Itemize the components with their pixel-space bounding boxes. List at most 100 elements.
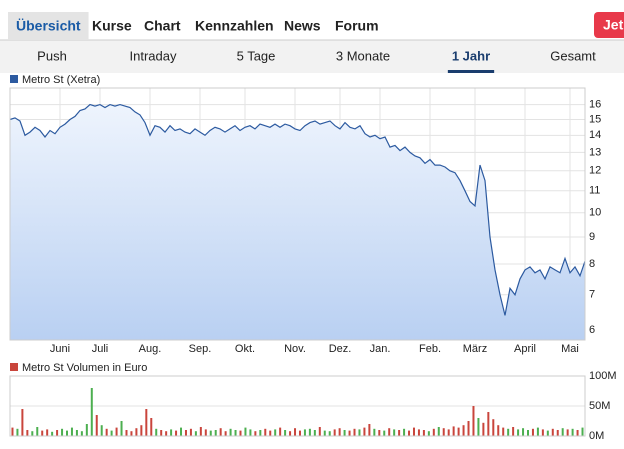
cta-label: Jet [603,17,624,33]
volume-bar [145,409,148,436]
volume-bar [21,409,24,436]
volume-bar [165,431,168,436]
volume-bar [526,430,529,436]
volume-bar [323,430,326,436]
volume-bar [432,428,435,436]
volume-bar [194,431,197,436]
volume-bar [254,431,257,436]
x-tick-label: Dez. [329,343,352,355]
area [10,104,585,340]
volume-bar [348,430,351,436]
volume-bar [150,418,153,436]
volume-bar [408,430,411,436]
volume-bar [95,415,98,436]
volume-bar [264,428,267,436]
volume-bar [378,430,381,436]
volume-bar [244,427,247,436]
volume-bar [477,418,480,436]
y-tick-label: 100M [589,370,617,382]
volume-bar [249,429,252,436]
plot-frame [9,87,586,341]
cta-button[interactable] [594,12,624,38]
price-line [9,103,586,316]
x-tick-label: April [514,343,536,355]
volume-bar [180,427,183,436]
nav-tab[interactable]: Übersicht [16,18,81,34]
volume-bar [51,431,54,436]
volume-bar [16,428,19,436]
volume-bar [284,430,287,436]
volume-bar [546,430,549,436]
volume-bar [269,430,272,436]
nav-tab[interactable]: Chart [144,18,181,34]
x-tick-label: Sep. [189,343,212,355]
range-tab[interactable]: Push [37,48,67,63]
nav-tab[interactable]: Kurse [92,18,132,34]
volume-bar [373,428,376,436]
volume-bar [497,425,500,436]
x-tick-label: Jan. [370,343,391,355]
nav-tab[interactable]: Kennzahlen [195,18,274,34]
volume-bar [100,425,103,436]
x-tick-label: Juli [92,343,109,355]
volume-bar [155,428,158,436]
volume-bar [482,422,485,436]
volume-bar [303,429,306,436]
volume-bar [398,430,401,436]
volume-bar [175,430,178,436]
volume-bar [219,428,222,436]
y-tick-label: 8 [589,258,595,270]
range-tab[interactable]: 3 Monate [336,48,390,63]
volume-bar [130,431,133,436]
nav-tab-bg [8,12,89,40]
legend-swatch [10,363,18,371]
volume-bar [338,428,341,436]
volume-bar [313,430,316,436]
volume-bar [90,388,93,436]
volume-bar [363,427,366,436]
volume-bar [502,427,505,436]
volume-bar [412,427,415,436]
nav-tab[interactable]: Forum [335,18,379,34]
volume-bar [507,428,510,436]
volume-bar [472,406,475,436]
volume-bar [26,430,29,436]
volume-bar [298,430,301,436]
volume-bar [274,429,277,436]
range-tab[interactable]: 1 Jahr [452,48,490,63]
y-tick-label: 6 [589,324,595,336]
volume-bar [214,430,217,436]
volume-bar [66,430,69,436]
volume-bar [125,430,128,436]
volume-bar [457,427,460,436]
legend-label: Metro St Volumen in Euro [22,362,147,374]
volume-bar [41,430,44,436]
volume-bar [452,426,455,436]
range-bar [0,40,624,73]
x-tick-label: Aug. [139,343,162,355]
range-tab[interactable]: Gesamt [550,48,596,63]
volume-bar [110,430,113,436]
volume-bar [11,427,14,436]
volume-bar [75,430,78,436]
volume-bar [442,428,445,436]
volume-bar [135,428,138,436]
range-tab[interactable]: 5 Tage [237,48,276,63]
volume-bar [581,427,584,436]
volume-bar [422,430,425,436]
volume-bar [56,430,59,436]
range-tab[interactable]: Intraday [130,48,177,63]
y-tick-label: 7 [589,289,595,301]
x-tick-label: Mai [561,343,579,355]
y-tick-label: 0M [589,430,604,442]
nav-tab[interactable]: News [284,18,321,34]
volume-bar [536,427,539,436]
legend-label: Metro St (Xetra) [22,74,100,86]
volume-bar [393,429,396,436]
x-tick-label: März [463,343,487,355]
volume-bar [492,419,495,436]
y-tick-label: 11 [589,185,600,197]
volume-bar [417,429,420,436]
volume-bar [571,428,574,436]
